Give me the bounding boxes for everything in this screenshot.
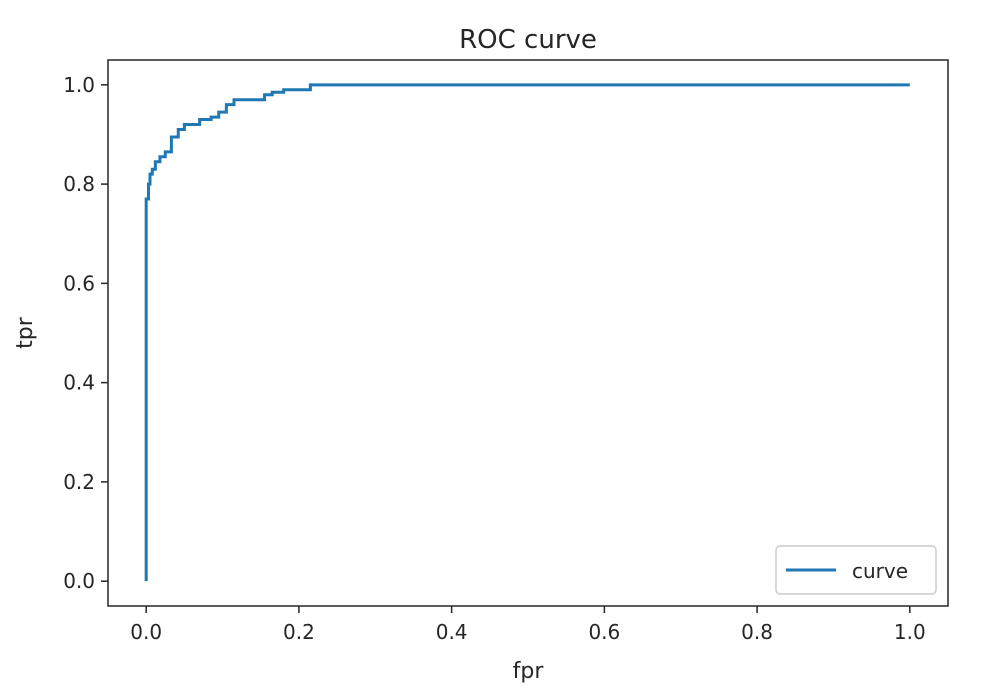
ticks-layer: 0.0 0.2 0.4 0.6 0.8 1.0 0.0 0.2 0.4 0.6 0.8 1.0: [63, 73, 926, 644]
x-tick-label: 0.8: [741, 620, 773, 644]
axes-frame: [107, 59, 949, 607]
x-tick-label: 0.4: [436, 620, 468, 644]
x-tick-label: 0.6: [588, 620, 620, 644]
legend-label-curve: curve: [852, 559, 908, 583]
series-line-curve: [144, 83, 910, 582]
y-tick-label: 0.4: [63, 371, 95, 395]
x-tick-label: 1.0: [894, 620, 926, 644]
axes-border: [107, 59, 949, 607]
y-axis-label: tpr: [13, 316, 38, 349]
x-tick-label: 0.0: [130, 620, 162, 644]
chart-title: ROC curve: [459, 25, 597, 55]
y-tick-label: 0.0: [63, 569, 95, 593]
y-tick-label: 0.2: [63, 470, 95, 494]
curve-layer: [144, 83, 910, 582]
plot-background: [108, 60, 948, 606]
plot-area: [108, 60, 948, 606]
y-tick-label: 1.0: [63, 73, 95, 97]
legend-box: [775, 545, 937, 595]
legend: curve: [775, 545, 937, 595]
x-axis-label: fpr: [513, 659, 545, 684]
y-tick-label: 0.8: [63, 172, 95, 196]
y-tick-label: 0.6: [63, 271, 95, 295]
x-tick-label: 0.2: [283, 620, 315, 644]
